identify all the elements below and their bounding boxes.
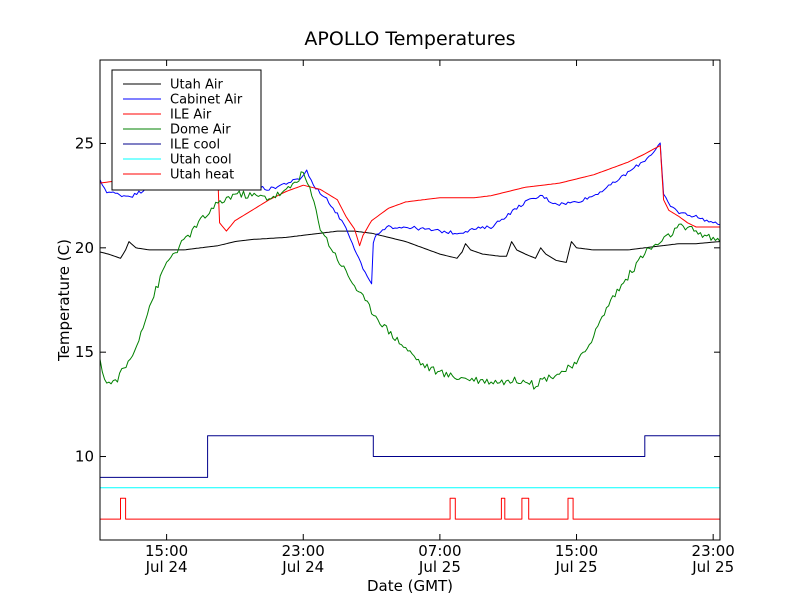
x-tick-label-date: Jul 25 bbox=[418, 558, 461, 576]
legend-box bbox=[111, 69, 262, 191]
plot-frame bbox=[99, 59, 721, 541]
y-tick-label: 20 bbox=[75, 239, 94, 257]
chart-title: APOLLO Temperatures bbox=[304, 28, 515, 50]
x-axis-label: Date (GMT) bbox=[367, 577, 453, 595]
series-line-dome-air bbox=[100, 171, 720, 390]
legend-label-utah-heat: Utah heat bbox=[170, 168, 234, 183]
y-tick-label: 15 bbox=[75, 343, 94, 361]
x-tick-label-date: Jul 24 bbox=[145, 558, 188, 576]
y-tick-label: 10 bbox=[75, 448, 94, 466]
series-line-ile-cool bbox=[100, 435, 720, 478]
legend-label-ile-cool: ILE cool bbox=[170, 138, 220, 153]
series-line-utah-heat bbox=[100, 497, 720, 520]
x-tick-label-date: Jul 25 bbox=[555, 558, 598, 576]
legend-label-utah-cool: Utah cool bbox=[170, 153, 232, 168]
series-layer bbox=[100, 142, 720, 520]
legend-label-utah-air: Utah Air bbox=[170, 78, 223, 93]
legend-label-cabinet-air: Cabinet Air bbox=[170, 93, 243, 108]
x-tick-label-time: 15:00 bbox=[145, 542, 188, 560]
x-tick-label-date: Jul 25 bbox=[691, 558, 734, 576]
x-tick-label-time: 23:00 bbox=[692, 542, 735, 560]
x-tick-label-time: 07:00 bbox=[418, 542, 461, 560]
x-tick-label-time: 15:00 bbox=[555, 542, 598, 560]
series-line-utah-air bbox=[100, 230, 720, 263]
legend-label-dome-air: Dome Air bbox=[170, 123, 231, 138]
x-tick-label-time: 23:00 bbox=[282, 542, 325, 560]
legend-label-ile-air: ILE Air bbox=[170, 108, 212, 123]
x-tick-label-date: Jul 24 bbox=[281, 558, 324, 576]
y-axis-label: Temperature (C) bbox=[55, 239, 73, 362]
y-tick-label: 25 bbox=[75, 134, 94, 152]
